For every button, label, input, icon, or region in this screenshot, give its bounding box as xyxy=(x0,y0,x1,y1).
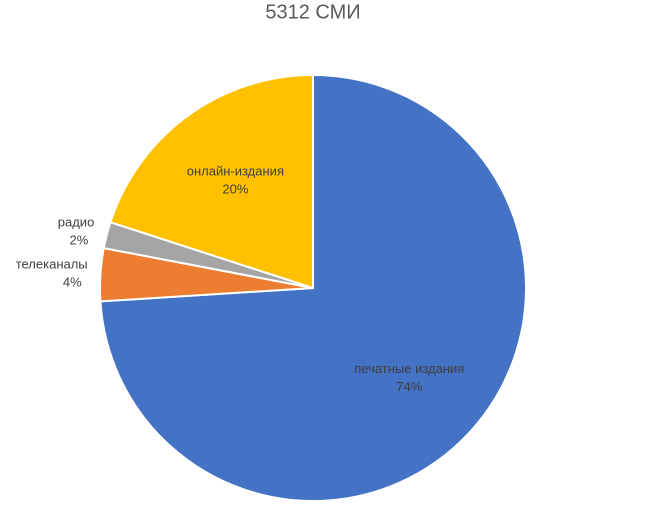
data-label-value: 4% xyxy=(63,274,82,289)
pie-slice xyxy=(109,73,314,290)
chart-title: 5312 СМИ xyxy=(265,1,360,23)
data-label-category: онлайн-издания xyxy=(187,164,284,179)
data-label-category: телеканалы xyxy=(16,256,88,271)
data-label-category: печатные издания xyxy=(354,361,464,376)
data-label-value: 2% xyxy=(70,232,89,247)
data-label-value: 20% xyxy=(222,182,248,197)
data-label-category: радио xyxy=(58,214,95,229)
data-label-value: 74% xyxy=(396,379,422,394)
